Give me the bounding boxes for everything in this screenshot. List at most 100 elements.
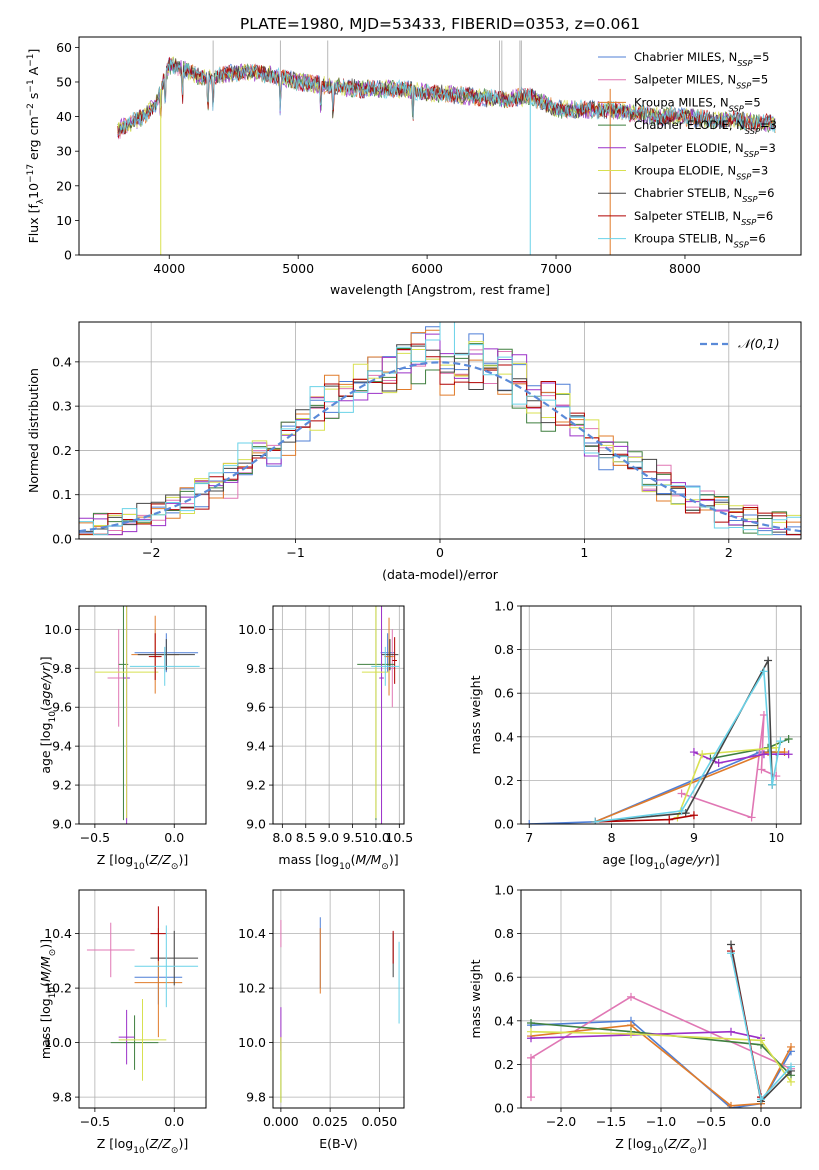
x-tick-label: 10.5: [385, 830, 413, 845]
weight-marker-5: [727, 1027, 735, 1036]
y-tick-label: 0.4: [494, 729, 514, 744]
x-axis-label: mass [log10(M/M⊙)]: [278, 852, 398, 872]
x-tick-label: −2.0: [546, 1114, 576, 1129]
axes-frame: [78, 36, 802, 256]
y-tick-label: 9.8: [52, 661, 72, 676]
weight-marker-9: [677, 806, 686, 815]
y-tick-label: 0.8: [494, 926, 514, 941]
y-tick-label: 9.4: [52, 739, 72, 754]
legend-label-5: Salpeter ELODIE, NSSP=3: [634, 141, 776, 159]
y-tick-label: 10.2: [238, 981, 266, 996]
x-axis-label: Z [log10(Z/Z⊙)]: [97, 1136, 188, 1156]
y-tick-label: 0.0: [52, 532, 72, 547]
plot-area: [79, 322, 801, 539]
weight-marker-2: [527, 1053, 535, 1062]
weight-marker-9: [727, 949, 735, 958]
y-tick-label: 10.2: [44, 981, 72, 996]
y-tick-label: 60: [56, 40, 72, 55]
panel-spectrum: 4000 5000 6000 7000 8000 0 10 20 30 40 50 60 Chabrie…: [26, 36, 802, 297]
panels: 4000 5000 6000 7000 80000102030405060Chabrie…: [26, 36, 802, 1156]
panel-residuals: −2 −1 0 1 2 0.0 0.1 0.2 0.3 0.4 𝒩(0,1) (data-model)…: [26, 321, 802, 582]
weight-marker-2: [757, 765, 766, 774]
x-tick-label: 5000: [282, 261, 314, 276]
y-tick-label: 10.0: [44, 1035, 72, 1050]
panel-mass_vs_Z: −0.5 0.0 9.8 10.0 10.2 10.4 Z [log10(Z/Z⊙)] mas…: [38, 889, 207, 1156]
weight-marker-3: [787, 1042, 795, 1051]
legend-label-6: Kroupa ELODIE, NSSP=3: [634, 164, 768, 182]
x-tick-label: −1: [286, 545, 304, 560]
y-tick-label: 9.2: [52, 778, 72, 793]
weight-marker-1: [525, 820, 534, 824]
weight-marker-6: [698, 750, 707, 759]
legend-label-2: Salpeter MILES, NSSP=5: [634, 73, 768, 91]
weight-marker-6: [757, 1036, 765, 1045]
normal-curve: [79, 361, 801, 533]
x-tick-label: −1.5: [596, 1114, 626, 1129]
x-tick-label: 9: [690, 830, 698, 845]
plot-area: [79, 606, 206, 824]
weight-marker-5: [689, 748, 698, 757]
legend-label-normal: 𝒩(0,1): [738, 336, 780, 351]
figure-title: PLATE=1980, MJD=53433, FIBERID=0353, z=0…: [240, 15, 640, 33]
x-tick-label: 0.050: [361, 1114, 397, 1129]
y-tick-label: 10.0: [238, 1035, 266, 1050]
weight-marker-6: [527, 1027, 535, 1036]
axes-frame: [78, 605, 207, 825]
y-tick-label: 0.1: [52, 487, 72, 502]
y-tick-label: 0.2: [494, 773, 514, 788]
panel-age_vs_Z: −0.5 0.0 9.0 9.2 9.4 9.6 9.8 10.0 Z [log10(Z/Z⊙)…: [38, 605, 207, 872]
y-tick-label: 10.0: [44, 622, 72, 637]
legend-label-8: Salpeter STELIB, NSSP=6: [634, 209, 773, 227]
panel-massweight_vs_Z: −2.0 −1.5 −1.0 −0.5 0.0 0.0 0.2 0.4 0.6 0.8 1.0 Z […: [468, 883, 802, 1156]
weight-marker-2: [677, 789, 686, 798]
y-tick-label: 9.0: [52, 817, 72, 832]
y-axis-label: mass weight: [468, 959, 483, 1038]
y-tick-label: 0.8: [494, 642, 514, 657]
plot-area: [117, 40, 776, 255]
weight-marker-4: [527, 1018, 535, 1027]
y-tick-label: 9.8: [246, 1090, 266, 1105]
y-tick-label: 10: [56, 213, 72, 228]
axes-frame: [272, 605, 405, 825]
y-tick-label: 0.6: [494, 686, 514, 701]
weight-marker-6: [787, 1077, 795, 1086]
y-tick-label: 0.2: [52, 443, 72, 458]
x-tick-label: 8.0: [272, 830, 292, 845]
plot-area: [273, 890, 404, 1108]
weight-marker-7: [681, 809, 690, 818]
y-tick-label: 9.2: [246, 778, 266, 793]
x-tick-label: −0.5: [696, 1114, 726, 1129]
axes-frame: [520, 605, 802, 825]
x-tick-label: 10.0: [362, 830, 390, 845]
axes-frame: [520, 889, 802, 1109]
y-tick-label: 20: [56, 178, 72, 193]
x-tick-label: 0.0: [164, 1114, 184, 1129]
x-axis-label: (data-model)/error: [382, 567, 499, 582]
plot-area: [79, 890, 206, 1108]
y-axis-label: Flux [fλ10−17 erg cm−2 s−1 A−1]: [26, 49, 46, 244]
y-tick-label: 9.0: [246, 817, 266, 832]
y-tick-label: 1.0: [494, 599, 514, 614]
y-tick-label: 0.0: [494, 817, 514, 832]
x-tick-label: 8: [608, 830, 616, 845]
weight-marker-9: [759, 667, 768, 676]
y-tick-label: 0: [64, 248, 72, 263]
weight-marker-9: [768, 780, 777, 789]
y-tick-label: 9.8: [52, 1090, 72, 1105]
weight-marker-5: [784, 750, 793, 759]
panel-age_vs_mass: 8.0 8.5 9.0 9.5 10.010.59.09.29.49.69.810.0m…: [238, 605, 413, 872]
weight-marker-6: [627, 1029, 635, 1038]
weight-marker-2: [747, 813, 756, 822]
y-tick-label: 9.6: [246, 700, 266, 715]
axes-frame: [272, 889, 405, 1109]
weight-marker-2: [627, 992, 635, 1001]
weight-marker-5: [759, 750, 768, 759]
x-tick-label: 4000: [153, 261, 185, 276]
y-tick-label: 10.4: [238, 926, 266, 941]
y-tick-label: 0.4: [52, 354, 72, 369]
weight-marker-8: [689, 811, 698, 820]
plot-area: [273, 606, 404, 824]
weight-marker-2: [527, 1093, 535, 1102]
